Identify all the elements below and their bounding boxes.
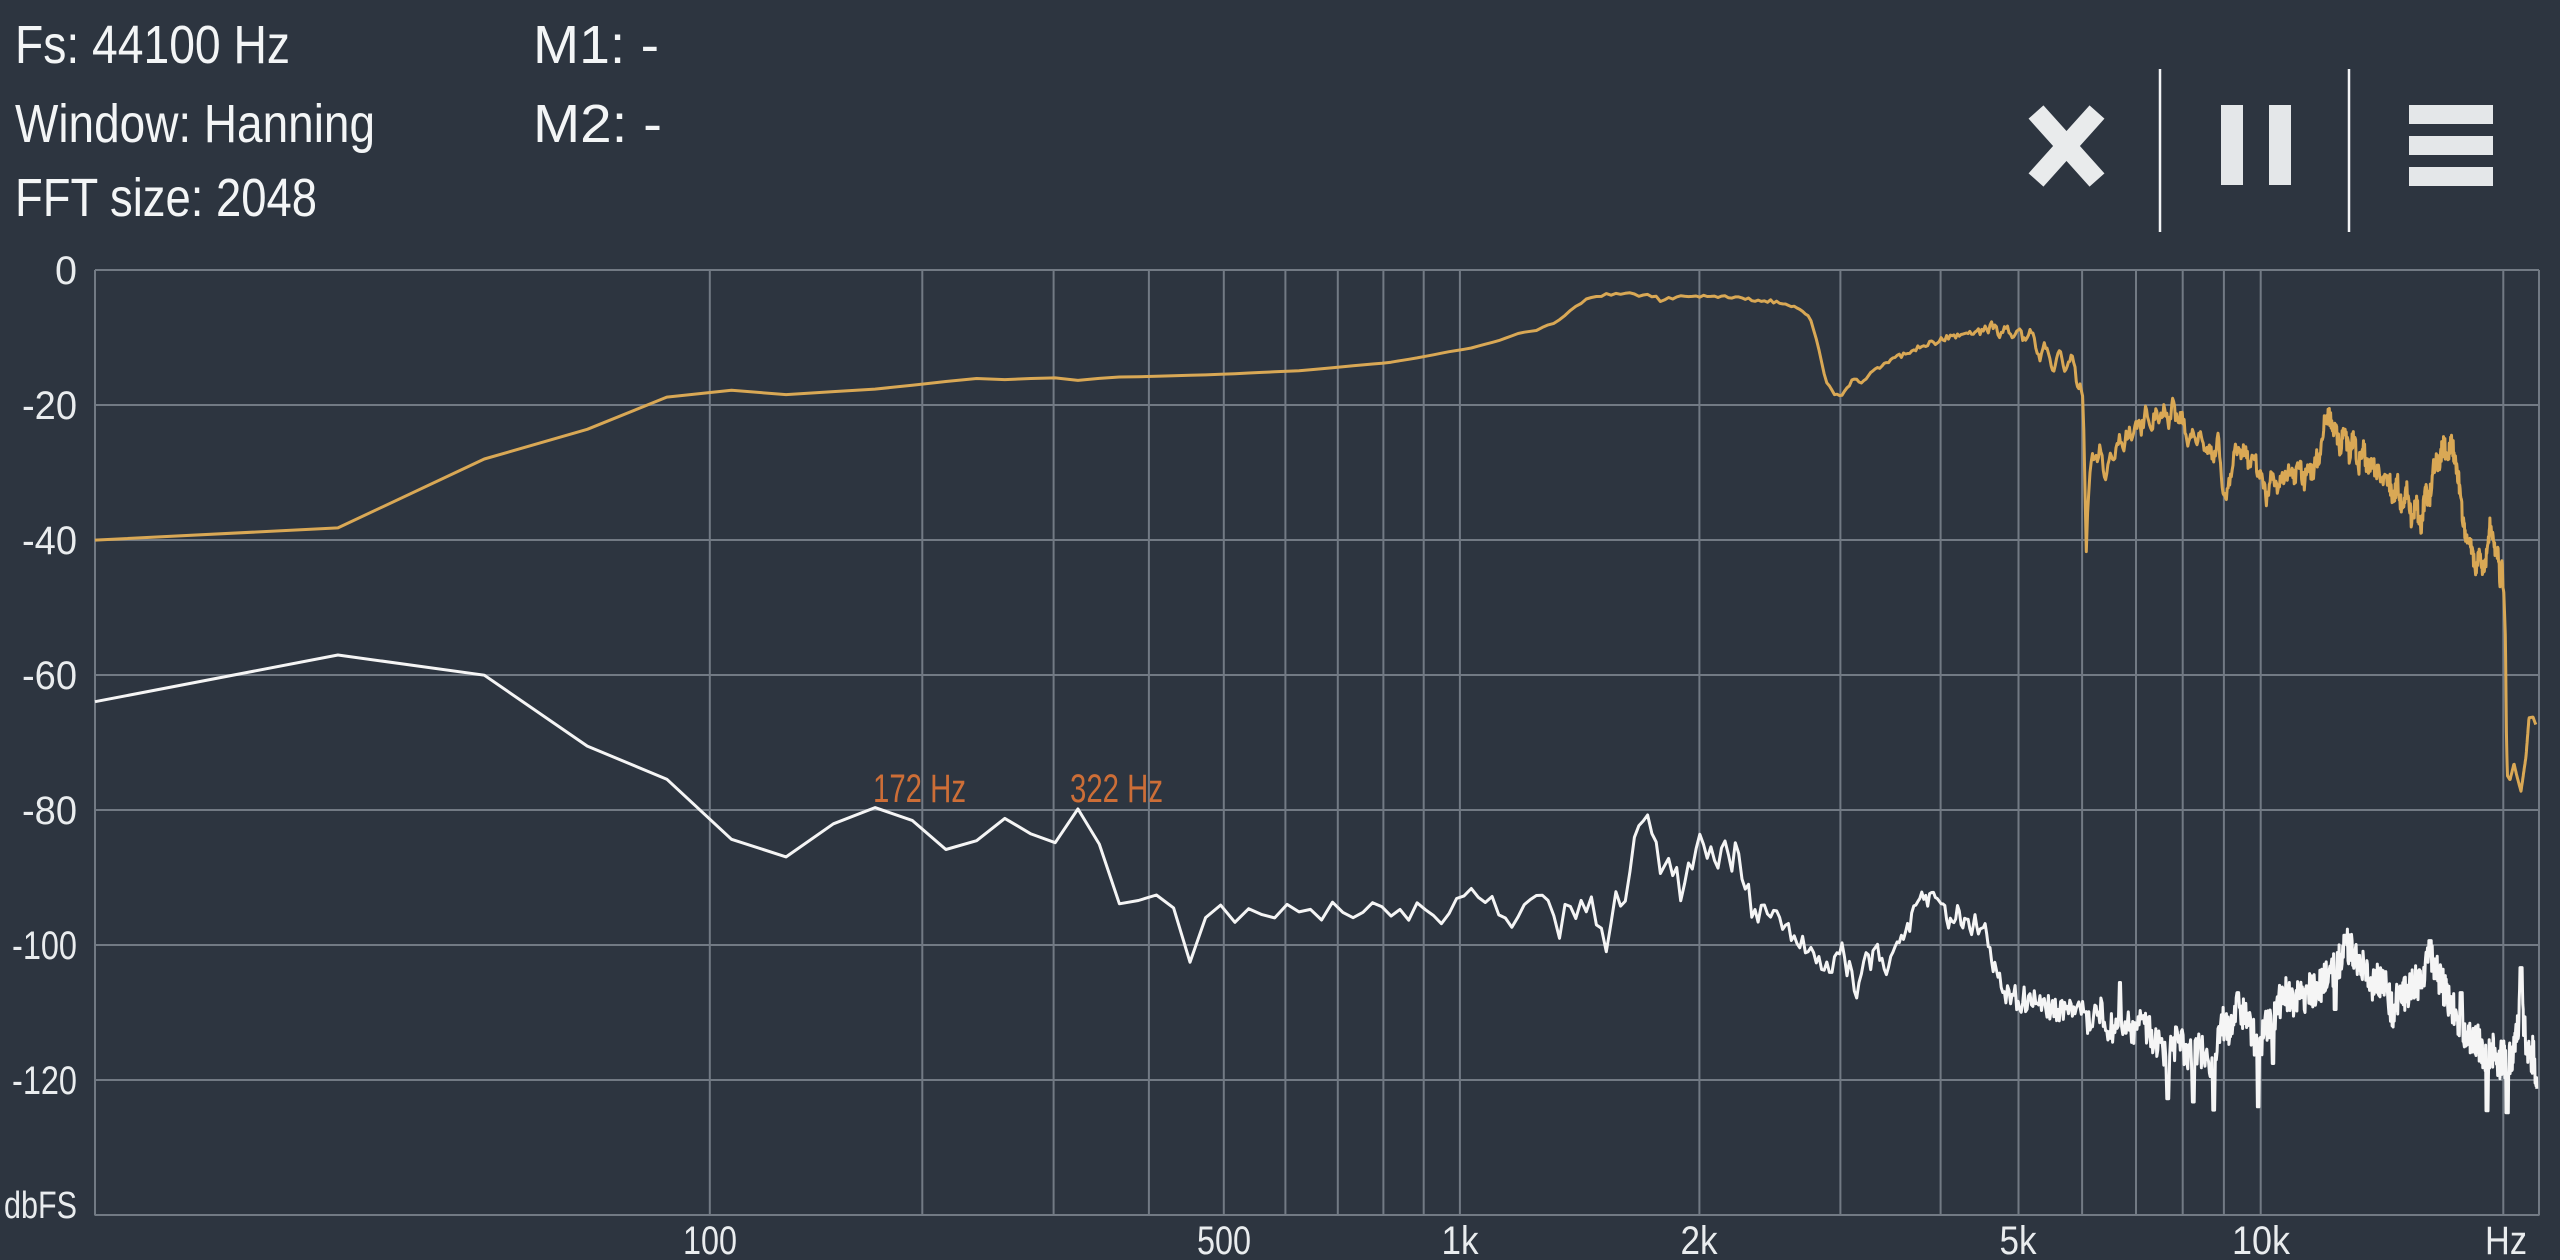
svg-text:M1: -: M1: - bbox=[533, 15, 659, 75]
svg-text:dbFS: dbFS bbox=[4, 1185, 77, 1227]
svg-text:2k: 2k bbox=[1681, 1219, 1719, 1260]
svg-text:Window: Hanning: Window: Hanning bbox=[15, 94, 375, 154]
svg-text:M2: -: M2: - bbox=[533, 94, 662, 154]
svg-text:-100: -100 bbox=[12, 924, 77, 968]
svg-text:-40: -40 bbox=[22, 519, 77, 563]
svg-text:100: 100 bbox=[683, 1219, 737, 1260]
svg-text:0: 0 bbox=[55, 249, 77, 293]
svg-text:-120: -120 bbox=[12, 1059, 77, 1103]
svg-text:5k: 5k bbox=[2000, 1219, 2038, 1260]
svg-text:-80: -80 bbox=[22, 789, 77, 833]
svg-text:Hz: Hz bbox=[2485, 1219, 2527, 1260]
svg-text:Fs: 44100 Hz: Fs: 44100 Hz bbox=[15, 15, 290, 75]
svg-text:1k: 1k bbox=[1442, 1219, 1480, 1260]
svg-text:-60: -60 bbox=[22, 654, 77, 698]
svg-text:172 Hz: 172 Hz bbox=[873, 767, 966, 811]
svg-text:-20: -20 bbox=[22, 384, 77, 428]
svg-text:10k: 10k bbox=[2232, 1219, 2291, 1260]
svg-text:500: 500 bbox=[1197, 1219, 1251, 1260]
svg-text:FFT size: 2048: FFT size: 2048 bbox=[15, 168, 317, 228]
svg-text:322 Hz: 322 Hz bbox=[1070, 767, 1163, 811]
